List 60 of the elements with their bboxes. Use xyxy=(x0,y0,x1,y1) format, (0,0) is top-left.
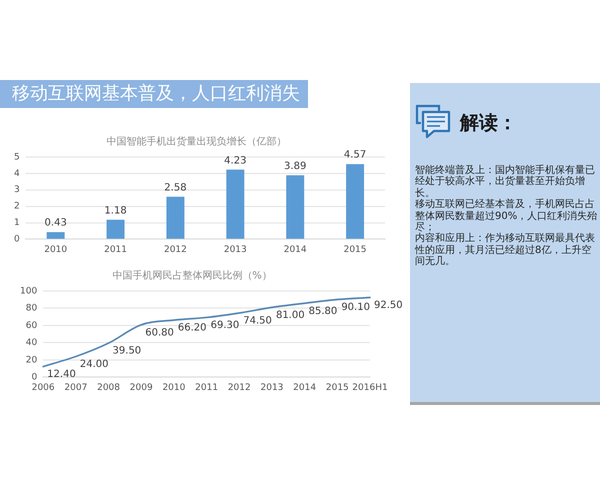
text: 移动互联网基本普及，人口红利消失 xyxy=(0,80,308,108)
data-label: 4.23 xyxy=(224,155,246,166)
data-label: 4.57 xyxy=(344,150,366,161)
y-tick-label: 20 xyxy=(26,355,38,366)
x-tick-label: 2014 xyxy=(293,382,316,393)
bar xyxy=(106,220,125,239)
x-tick-label: 2016H1 xyxy=(352,382,388,393)
data-label: 81.00 xyxy=(276,310,305,321)
data-label: 69.30 xyxy=(210,320,240,332)
y-tick-label: 80 xyxy=(26,304,38,314)
data-label: 66.20 xyxy=(178,322,207,334)
y-tick-label: 40 xyxy=(26,338,38,348)
data-label: 0.43 xyxy=(44,218,67,229)
y-tick-label: 60 xyxy=(26,320,38,331)
text: 解读： xyxy=(460,111,517,136)
y-tick-label: 0 xyxy=(31,372,38,383)
y-tick-label: 3 xyxy=(14,185,20,196)
y-tick-label: 1 xyxy=(14,218,20,228)
x-tick-label: 2015 xyxy=(326,382,349,393)
x-tick-label: 2008 xyxy=(97,382,120,393)
x-tick-label: 2007 xyxy=(64,382,88,393)
bar xyxy=(346,164,364,239)
line-series xyxy=(42,296,371,368)
data-label: 24.00 xyxy=(80,359,108,370)
x-tick-label: 2006 xyxy=(32,382,55,393)
x-tick-label: 2012 xyxy=(164,244,187,255)
y-tick-label: 100 xyxy=(20,286,38,296)
x-tick-label: 2013 xyxy=(224,244,247,255)
x-tick-label: 2009 xyxy=(130,382,153,393)
data-label: 39.50 xyxy=(112,346,142,357)
data-label: 90.10 xyxy=(341,302,370,314)
data-label: 3.89 xyxy=(284,160,306,172)
y-tick-label: 5 xyxy=(14,152,20,162)
text: 智能终端普及上：国内智能手机保有量已经处于较高水平，出货量甚至开始负增长。 xyxy=(415,165,596,199)
x-tick-label: 2014 xyxy=(284,244,307,255)
data-label: 1.18 xyxy=(104,205,127,216)
bar xyxy=(226,170,244,239)
bar xyxy=(166,196,184,239)
data-label: 85.80 xyxy=(308,306,338,317)
x-tick-label: 2015 xyxy=(344,244,367,255)
y-tick-label: 4 xyxy=(14,168,20,179)
x-tick-label: 2011 xyxy=(195,382,218,393)
y-tick-label: 2 xyxy=(14,202,20,212)
x-tick-label: 2010 xyxy=(162,382,186,393)
x-tick-label: 2011 xyxy=(104,244,127,255)
data-label: 12.40 xyxy=(47,369,76,380)
data-label: 60.80 xyxy=(145,327,174,338)
chart-title: 中国手机网民占整体网民比例（%） xyxy=(112,270,272,282)
bar xyxy=(286,175,304,239)
x-tick-label: 2010 xyxy=(44,244,68,255)
x-tick-label: 2013 xyxy=(260,382,284,393)
y-tick-label: 0 xyxy=(14,234,20,245)
text: 内容和应用上：作为移动互联网最具代表性的应用，其月活已经超过8亿，上升空间无几。 xyxy=(415,233,596,268)
chart-title: 中国智能手机出货量出现负增长（亿部） xyxy=(106,136,286,148)
bar xyxy=(46,232,65,239)
data-label: 74.50 xyxy=(243,316,272,327)
text: 移动互联网已经基本普及，手机网民占占整体网民数量超过90%，人口红利消失殆尽； xyxy=(415,199,598,234)
data-label: 92.50 xyxy=(374,300,403,312)
data-label: 2.58 xyxy=(164,182,187,194)
x-tick-label: 2012 xyxy=(228,382,251,393)
